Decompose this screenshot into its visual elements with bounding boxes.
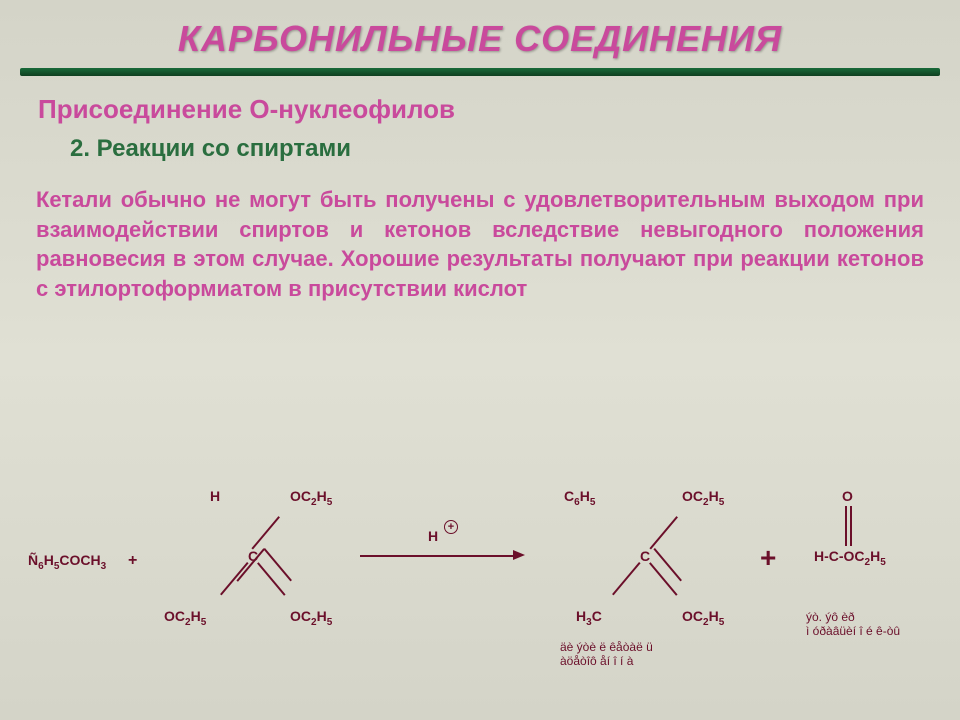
product1-bottom-right: OC2H5 <box>682 608 724 628</box>
bond <box>653 548 681 581</box>
product1-top-left: C6H5 <box>564 488 595 508</box>
reagent-ketone: Ñ6H5COCH3 <box>28 552 106 572</box>
body-paragraph: Кетали обычно не могут быть получены с у… <box>36 185 924 304</box>
title-underline <box>20 68 940 76</box>
h-plus-icon: + <box>444 520 458 534</box>
bond <box>612 562 640 595</box>
reaction-arrow <box>360 555 515 557</box>
reaction-scheme: Ñ6H5COCH3 + C H OC2H5 OC2H5 OC2H5 H + C … <box>0 430 960 690</box>
ortho-bottom-left: OC2H5 <box>164 608 206 628</box>
subtitle-nucleophiles: Присоединение O-нуклеофилов <box>38 94 960 125</box>
bond <box>649 562 677 595</box>
product1-center: C <box>640 548 650 564</box>
product1-bottom-left: H3C <box>576 608 602 628</box>
plus-2: + <box>760 542 776 574</box>
bond <box>251 516 279 549</box>
ortho-top-right: OC2H5 <box>290 488 332 508</box>
bond <box>257 562 285 595</box>
product2-o: O <box>842 488 853 504</box>
plus-1: + <box>128 552 137 570</box>
double-bond-1 <box>845 506 847 546</box>
product2-main: H-C-OC2H5 <box>814 548 886 568</box>
product1-top-right: OC2H5 <box>682 488 724 508</box>
page-title: КАРБОНИЛЬНЫЕ СОЕДИНЕНИЯ <box>0 0 960 60</box>
double-bond-2 <box>850 506 852 546</box>
note-ester: ýò. ýô èð ì óðàâüèí î é ê-òû <box>806 610 900 639</box>
arrow-label-h: H <box>428 528 438 544</box>
subtitle-alcohols: 2. Реакции со спиртами <box>70 135 960 163</box>
note-ketal: äè ýòè ë êåòàë ü àöåòîô åí î í à <box>560 640 653 669</box>
reaction-arrow-head <box>513 550 525 560</box>
ortho-top-left: H <box>210 488 220 504</box>
bond <box>649 516 677 549</box>
ortho-bottom-right: OC2H5 <box>290 608 332 628</box>
bond <box>220 562 248 595</box>
